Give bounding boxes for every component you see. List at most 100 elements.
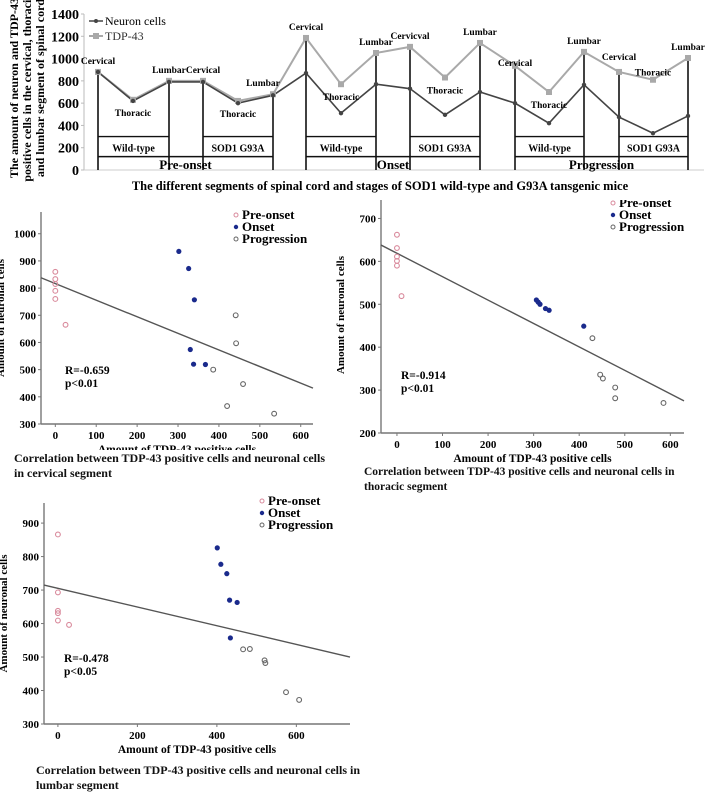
y-tick-label: 1000 xyxy=(51,53,79,68)
y-tick-label: 600 xyxy=(20,337,37,349)
legend-marker xyxy=(233,212,239,218)
x-tick-label: 300 xyxy=(170,430,187,442)
pre-onset-point xyxy=(393,245,400,252)
y-tick-label: 300 xyxy=(360,385,377,397)
y-tick-label: 400 xyxy=(23,686,40,698)
legend-label: Pre-onset xyxy=(242,207,295,222)
pre-onset-point xyxy=(52,281,59,287)
legend-label: Pre-onset xyxy=(268,493,321,508)
neuron-point xyxy=(477,89,483,95)
caption-line: in cervical segment xyxy=(14,466,112,480)
y-tick-label: 500 xyxy=(20,365,37,377)
tdp43-point xyxy=(650,76,656,83)
progression-point xyxy=(210,366,217,373)
y-tick-label: 500 xyxy=(23,652,40,664)
correlation-r: R=-0.914 xyxy=(401,370,446,382)
series-lines xyxy=(95,34,691,136)
genotype-label: SOD1 G93A xyxy=(627,144,681,155)
y-axis-label-line: The amount of neuron and TDP-43 xyxy=(7,0,21,178)
progression-point xyxy=(262,660,269,667)
x-axis-label: The different segments of spinal cord an… xyxy=(132,179,629,193)
legend-neuron-label: Neuron cells xyxy=(105,14,166,28)
pre-onset-point xyxy=(393,262,400,269)
segment-label: Lumbar xyxy=(246,79,281,89)
tdp43-line xyxy=(97,36,689,102)
x-tick-label: 0 xyxy=(55,730,61,742)
neuron-point xyxy=(512,100,518,106)
legend-marker xyxy=(259,510,265,516)
legend-tdp43-label: TDP-43 xyxy=(105,29,144,43)
y-tick-label: 700 xyxy=(23,585,40,597)
onset-point xyxy=(581,323,587,329)
legend-tdp43-marker xyxy=(93,33,99,39)
neuron-point xyxy=(270,93,276,98)
onset-point xyxy=(226,597,233,603)
tdp43-point xyxy=(546,89,552,95)
p-value: p<0.05 xyxy=(64,666,97,678)
y-tick-label: 1200 xyxy=(51,30,79,45)
x-tick-label: 400 xyxy=(209,730,226,742)
y-tick-label: 700 xyxy=(20,310,37,322)
y-tick-label: 800 xyxy=(20,283,37,295)
x-axis-label: Amount of TDP-43 positive cells xyxy=(98,444,257,450)
x-tick-label: 100 xyxy=(88,430,105,442)
y-tick-label: 400 xyxy=(360,342,377,354)
y-tick-label: 400 xyxy=(58,119,79,134)
y-tick-label: 900 xyxy=(20,256,37,268)
progression-point xyxy=(283,689,289,696)
legend-neuron-marker xyxy=(94,19,98,23)
onset-point xyxy=(187,346,193,353)
correlation-r: R=-0.478 xyxy=(64,653,109,665)
caption-line: lumbar segment xyxy=(36,778,119,792)
caption-thoracic: Correlation between TDP-43 positive cell… xyxy=(364,465,675,495)
x-tick-label: 300 xyxy=(525,439,542,451)
progression-point xyxy=(597,371,604,378)
correlation-r: R=-0.659 xyxy=(65,365,110,377)
neuron-line xyxy=(97,71,689,135)
onset-point xyxy=(191,297,197,303)
segment-label: Thoracic xyxy=(635,69,671,79)
p-value: p<0.01 xyxy=(401,383,434,395)
x-tick-label: 200 xyxy=(129,730,146,742)
x-axis-label: Amount of TDP-43 positive cells xyxy=(118,744,277,756)
neuron-point xyxy=(303,70,309,76)
progression-point xyxy=(261,657,268,664)
onset-point xyxy=(176,248,182,255)
stage-label: Progression xyxy=(569,157,635,172)
onset-point xyxy=(546,307,552,313)
onset-point xyxy=(190,361,197,367)
neuron-point xyxy=(407,86,413,91)
segment-label: Cervical xyxy=(81,57,116,67)
neuron-point xyxy=(581,82,587,87)
y-axis-label: The amount of neuron and TDP-43 positive … xyxy=(7,0,47,182)
group-boxes: Wild-type SOD1 G93A Wild-type SOD1 G93A Wild… xyxy=(97,37,689,172)
y-tick-label: 300 xyxy=(20,419,37,431)
caption-cervical: Correlation between TDP-43 positive cell… xyxy=(14,451,325,481)
stage-label: Onset xyxy=(377,157,410,172)
pre-onset-point xyxy=(398,293,405,300)
x-tick-label: 600 xyxy=(288,730,305,742)
caption-lumbar: Correlation between TDP-43 positive cell… xyxy=(36,763,360,793)
scatter-thoracic: 200 300 400 500 600 700 0 100 200 300 400 500 600 Amo… xyxy=(335,200,685,465)
tdp43-point xyxy=(442,74,448,81)
pre-onset-point xyxy=(393,231,400,238)
onset-point xyxy=(202,361,209,368)
y-tick-label: 300 xyxy=(23,719,40,731)
genotype-label: Wild-type xyxy=(112,144,155,155)
progression-point xyxy=(240,381,247,387)
y-axis-label: Amount of neuronal cells xyxy=(0,554,10,673)
tdp43-point xyxy=(685,55,691,62)
y-tick-label: 1000 xyxy=(14,229,37,241)
y-axis-label: Amount of neuronal cells xyxy=(0,258,7,377)
genotype-label: Wild-type xyxy=(320,144,363,155)
y-axis-label-line: and lumbar segment of spinal cord xyxy=(33,0,47,177)
caption-line: Correlation between TDP-43 positive cell… xyxy=(36,763,360,777)
genotype-label: SOD1 G93A xyxy=(211,144,265,155)
progression-point xyxy=(240,646,247,653)
onset-point xyxy=(537,301,543,307)
legend-label: Pre-onset xyxy=(619,200,672,210)
tdp43-point xyxy=(477,39,483,46)
progression-point xyxy=(296,696,303,703)
neuron-point xyxy=(338,110,344,116)
